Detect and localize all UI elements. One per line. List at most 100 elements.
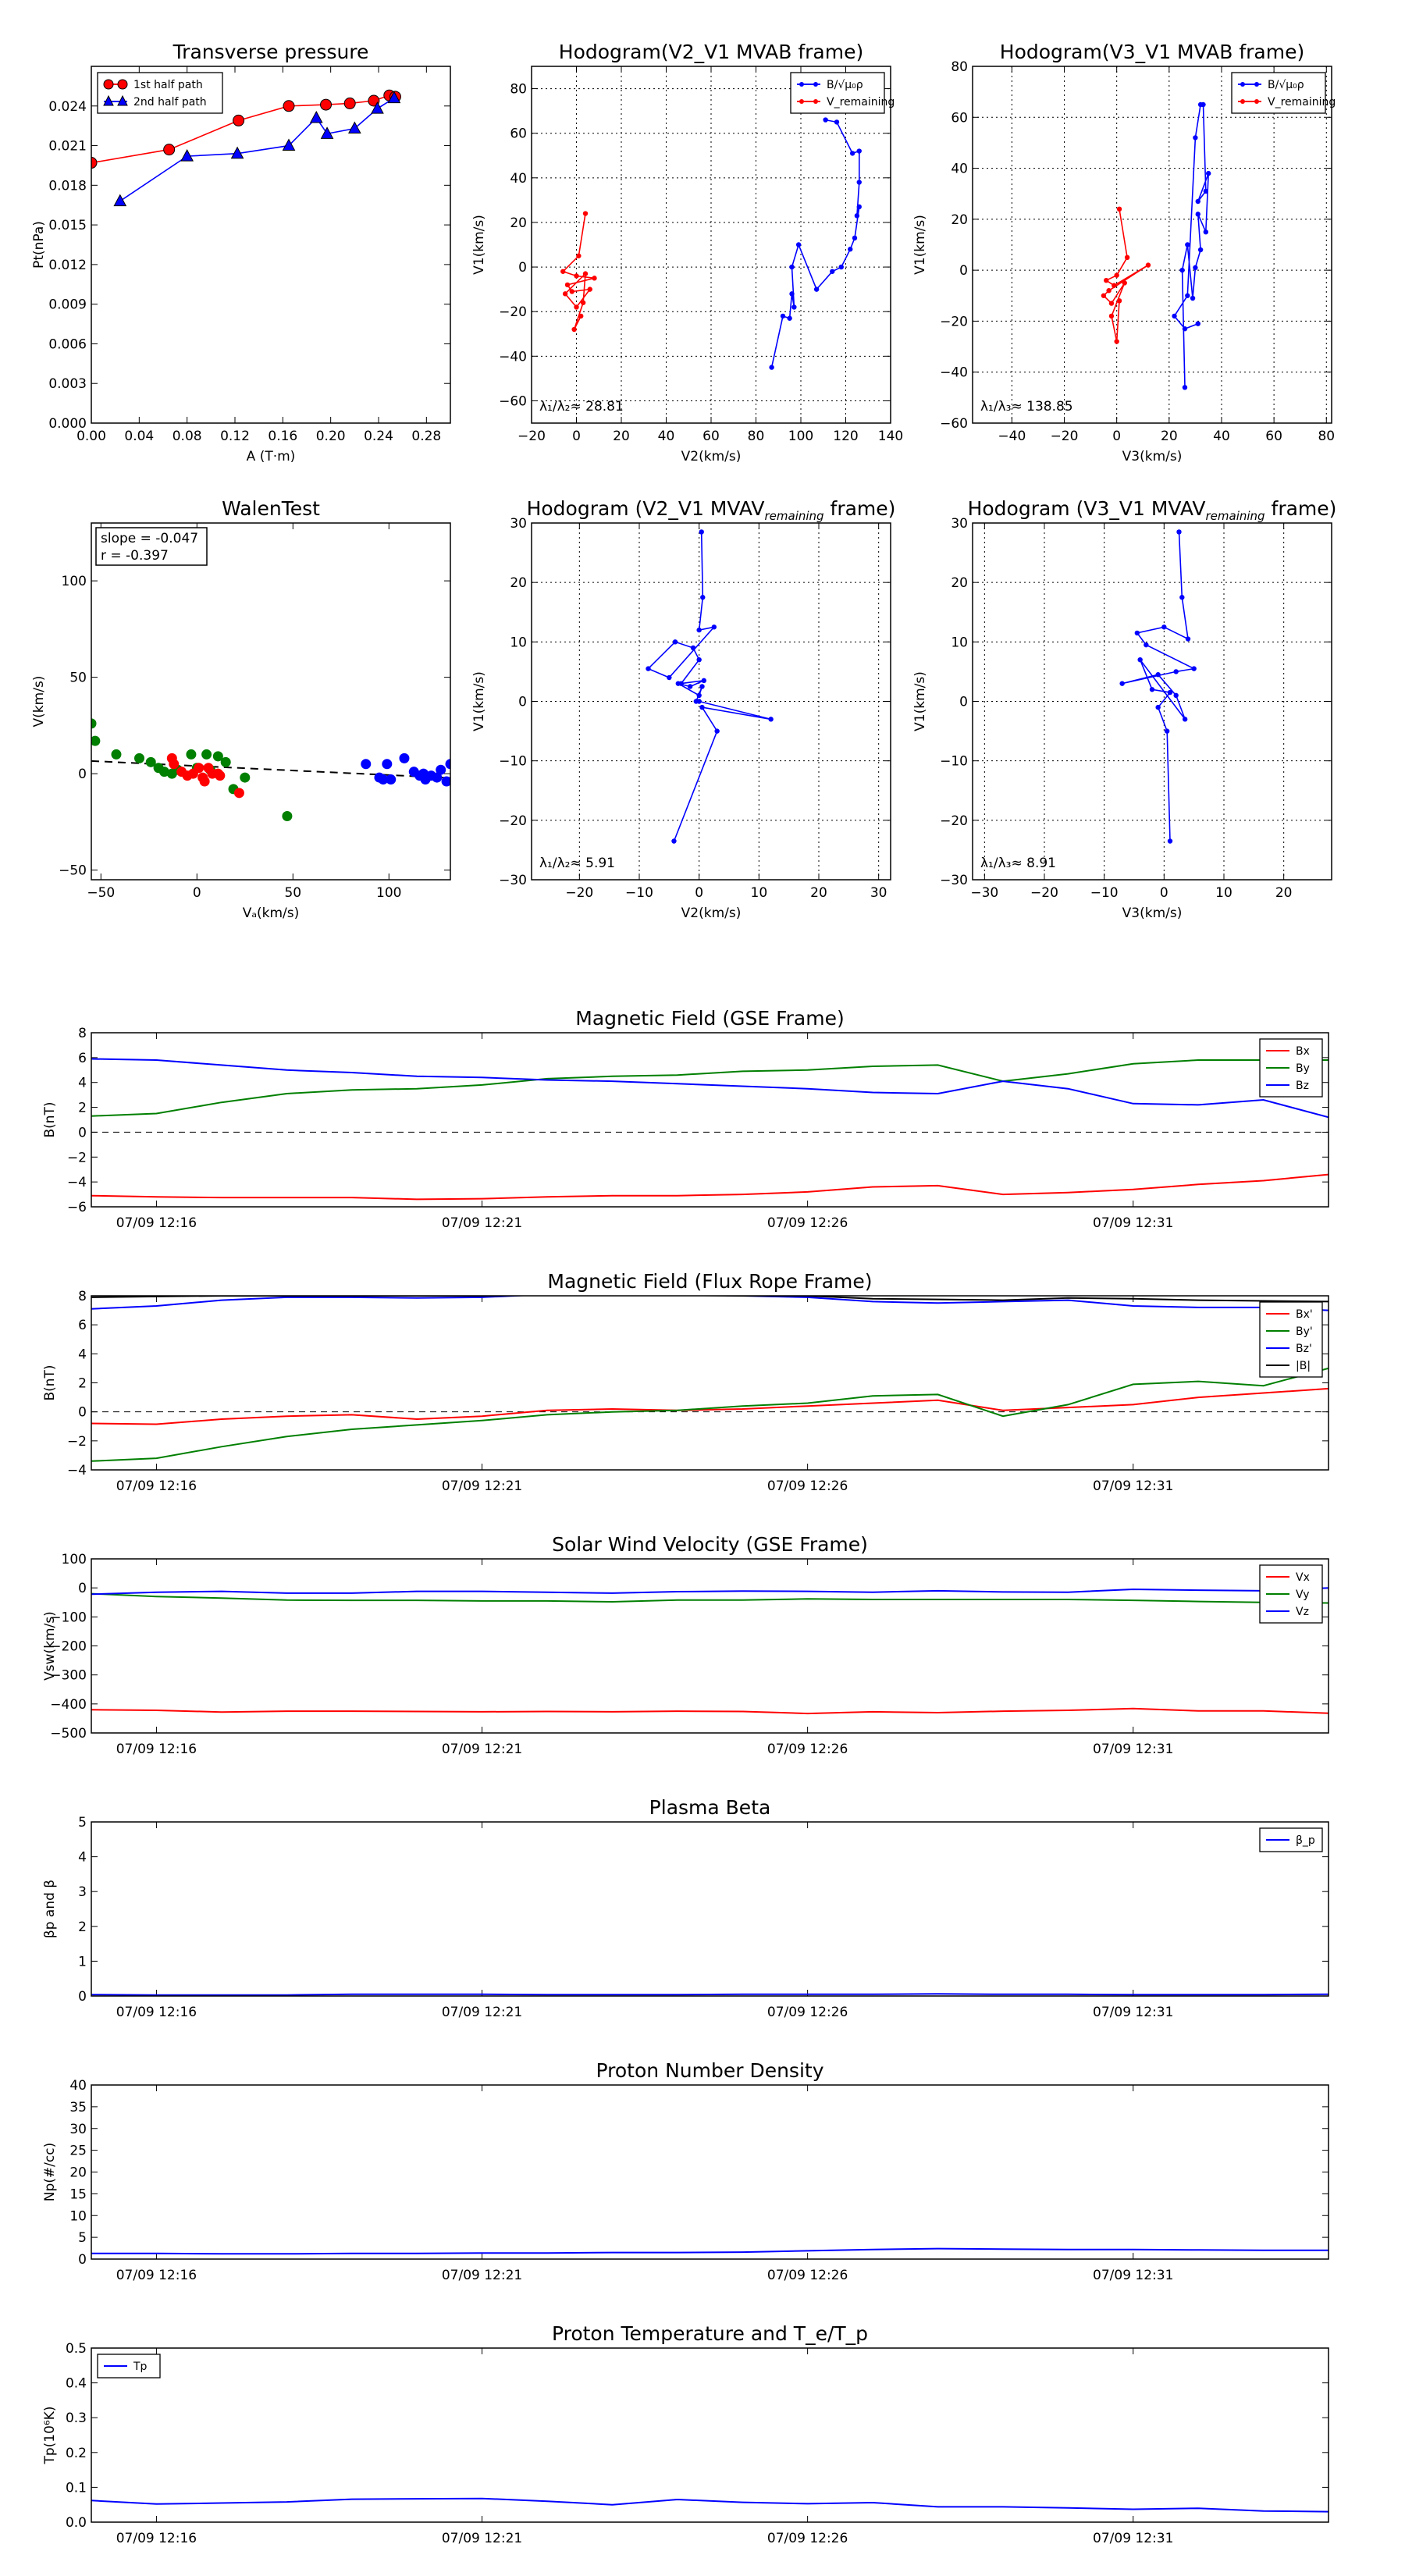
plot-area xyxy=(1101,101,1211,390)
axes-frame xyxy=(91,2084,1329,2260)
data-point xyxy=(854,213,860,219)
x-tick-label: 0.12 xyxy=(220,429,250,444)
y-tick-label: 2 xyxy=(78,1376,87,1392)
data-point xyxy=(856,148,862,154)
data-point xyxy=(789,264,795,270)
y-tick-label: −4 xyxy=(67,1463,87,1478)
series-line--b- xyxy=(91,1296,1329,1303)
data-point xyxy=(1179,595,1185,600)
legend-marker xyxy=(117,79,128,90)
series-line-bz- xyxy=(91,1296,1329,1311)
data-point xyxy=(347,121,361,134)
legend-marker xyxy=(813,82,818,87)
data-point xyxy=(240,772,251,783)
y-tick-label: 0 xyxy=(959,695,968,710)
y-tick-label: 10 xyxy=(69,2208,87,2224)
data-point xyxy=(830,269,835,274)
x-tick-label: 40 xyxy=(1213,429,1230,444)
x-tick-label: 07/09 12:16 xyxy=(116,2005,197,2020)
data-point xyxy=(1173,669,1179,674)
y-tick-label: 1 xyxy=(78,1954,87,1969)
data-point xyxy=(343,97,356,109)
y-axis-label: V1(km/s) xyxy=(471,215,487,275)
data-point xyxy=(220,756,231,767)
y-axis-label: V1(km/s) xyxy=(912,215,928,275)
plot-area xyxy=(646,529,774,844)
x-tick-label: −20 xyxy=(1051,429,1079,444)
y-tick-label: 0.015 xyxy=(48,218,87,233)
y-tick-label: 0 xyxy=(518,260,527,276)
x-tick-label: 07/09 12:21 xyxy=(442,2005,522,2020)
legend-label: V_remaining xyxy=(827,96,895,109)
y-tick-label: 0.000 xyxy=(48,416,87,432)
y-axis-label: B(nT) xyxy=(42,1364,58,1400)
data-point xyxy=(848,247,853,252)
data-point xyxy=(1195,321,1200,326)
x-tick-label: −40 xyxy=(998,429,1026,444)
y-tick-label: −30 xyxy=(940,873,968,888)
data-point xyxy=(1108,301,1115,306)
y-tick-label: 0.5 xyxy=(66,2341,87,2357)
y-axis-label: V(km/s) xyxy=(31,676,47,728)
data-point xyxy=(1195,198,1200,205)
data-point xyxy=(699,704,705,710)
data-point xyxy=(282,138,296,151)
data-point xyxy=(569,289,574,294)
data-point xyxy=(1173,692,1179,699)
x-tick-label: 20 xyxy=(1161,429,1178,444)
legend-marker xyxy=(1240,99,1245,104)
y-tick-label: 6 xyxy=(78,1318,87,1333)
x-tick-label: 50 xyxy=(284,885,301,901)
plot-area xyxy=(1119,529,1197,844)
x-tick-label: 07/09 12:26 xyxy=(767,2531,848,2546)
magnetic-field-gse-chart: Magnetic Field (GSE Frame) −6 −4 −2 0 2 4 6 8 07/… xyxy=(42,1007,1329,1231)
series-line-bx- xyxy=(91,1387,1329,1425)
legend-box xyxy=(790,72,885,114)
y-tick-label: 0.003 xyxy=(48,376,87,392)
y-tick-label: 0.1 xyxy=(66,2480,87,2496)
data-point xyxy=(1149,687,1155,692)
data-point xyxy=(1155,704,1161,710)
y-tick-label: 25 xyxy=(69,2144,87,2159)
data-point xyxy=(320,98,333,111)
x-tick-label: 07/09 12:16 xyxy=(116,1215,197,1231)
ratio-annotation: λ₁/λ₂≈ 5.91 xyxy=(539,856,615,871)
y-tick-label: 2 xyxy=(78,1920,87,1935)
y-axis-label: V1(km/s) xyxy=(912,671,928,731)
y-tick-label: 0 xyxy=(78,1125,87,1140)
chart-title: Plasma Beta xyxy=(649,1796,771,1819)
y-tick-label: 30 xyxy=(69,2122,87,2137)
legend-box xyxy=(97,72,223,114)
x-tick-label: −20 xyxy=(1030,885,1058,901)
y-tick-label: −40 xyxy=(940,365,968,381)
data-point xyxy=(560,269,566,274)
series-line-series-0 xyxy=(1122,532,1197,841)
y-tick-label: 10 xyxy=(951,635,968,650)
series-line-v-remaining xyxy=(1102,208,1149,342)
data-point xyxy=(133,753,144,763)
y-tick-label: 0 xyxy=(959,263,968,279)
y-tick-label: −50 xyxy=(59,863,87,879)
data-point xyxy=(230,146,244,159)
data-point xyxy=(194,763,205,774)
y-tick-label: 0.4 xyxy=(66,2376,87,2392)
data-point xyxy=(1164,728,1170,734)
data-point xyxy=(1185,636,1191,642)
y-tick-label: 4 xyxy=(78,1850,87,1866)
chart-title: Magnetic Field (Flux Rope Frame) xyxy=(547,1270,872,1293)
legend-marker xyxy=(1254,82,1259,87)
chart-title: Proton Temperature and T_e/T_p xyxy=(552,2322,868,2345)
x-tick-label: 100 xyxy=(788,429,813,444)
data-point xyxy=(91,718,97,729)
y-tick-label: 0.0 xyxy=(66,2515,87,2531)
axes-frame xyxy=(91,1032,1329,1208)
y-tick-label: 60 xyxy=(510,126,527,142)
data-point xyxy=(1137,656,1143,663)
data-point xyxy=(1119,681,1125,686)
y-tick-label: 0.018 xyxy=(48,178,87,194)
y-tick-label: −500 xyxy=(50,1726,87,1742)
plot-area xyxy=(91,2497,1329,2513)
data-point xyxy=(1122,280,1127,286)
data-point xyxy=(562,291,568,297)
data-point xyxy=(714,728,720,734)
